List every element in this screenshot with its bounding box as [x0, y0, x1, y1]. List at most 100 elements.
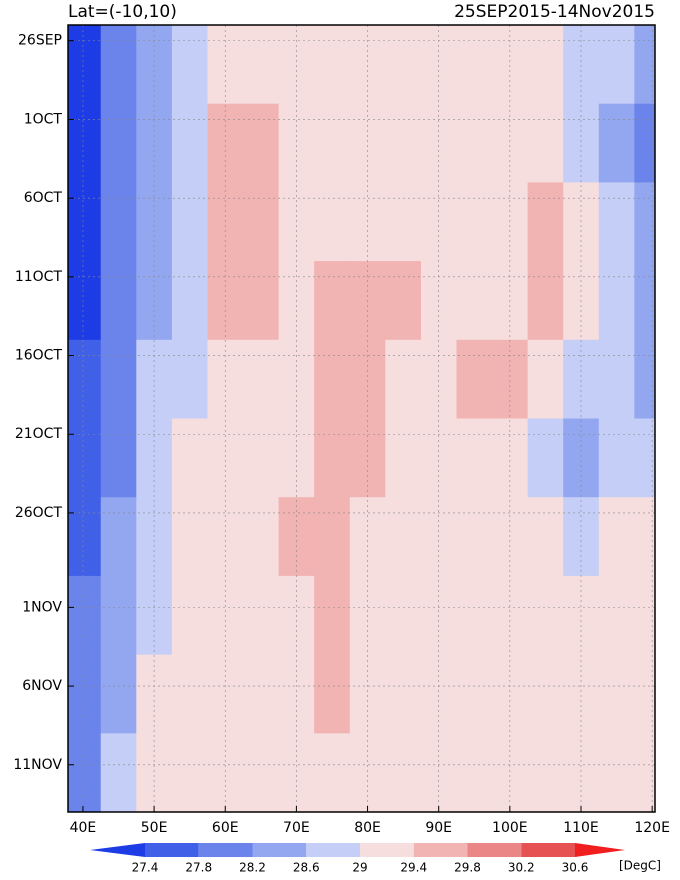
cell — [385, 25, 422, 105]
x-tick-label: 120E — [634, 820, 670, 836]
cell — [456, 497, 493, 577]
cell — [634, 339, 655, 419]
cell — [634, 654, 655, 734]
cell — [68, 339, 102, 419]
cell — [243, 261, 280, 341]
x-tick-label: 40E — [70, 820, 97, 836]
cell — [456, 575, 493, 656]
cell — [385, 418, 422, 498]
cell — [68, 418, 102, 498]
cell — [598, 261, 635, 341]
colorbar-label: 28.6 — [293, 861, 320, 875]
cell — [634, 261, 655, 341]
cell — [527, 103, 564, 183]
cell — [314, 654, 351, 734]
colorbar-segment — [575, 843, 625, 857]
colorbar-label: 30.6 — [562, 861, 589, 875]
cell — [527, 733, 564, 812]
cell — [243, 25, 280, 105]
cell — [456, 733, 493, 812]
cell — [171, 25, 208, 105]
cell — [598, 497, 635, 577]
cell — [634, 575, 655, 656]
cell — [598, 654, 635, 734]
cell — [634, 733, 655, 812]
y-tick-label: 11NOV — [13, 757, 62, 773]
colorbar-label: 29.4 — [400, 861, 427, 875]
colorbar-segment — [413, 843, 468, 857]
y-tick-label: 26OCT — [15, 505, 63, 521]
cell — [385, 339, 422, 419]
cell — [385, 654, 422, 734]
cell — [171, 654, 208, 734]
cell — [100, 261, 137, 341]
cell — [598, 733, 635, 812]
x-tick-label: 50E — [141, 820, 168, 836]
y-tick-label: 11OCT — [15, 269, 63, 285]
title-left: Lat=(-10,10) — [68, 2, 177, 22]
cell — [456, 182, 493, 262]
field — [68, 25, 655, 812]
y-tick-label: 16OCT — [15, 348, 63, 364]
cell — [100, 25, 137, 105]
cell — [527, 182, 564, 262]
cell — [314, 339, 351, 419]
cell — [634, 103, 655, 183]
colorbar-segment — [360, 843, 414, 857]
cell — [171, 733, 208, 812]
cell — [456, 418, 493, 498]
cell — [527, 575, 564, 656]
cell — [171, 182, 208, 262]
cell — [527, 261, 564, 341]
cell — [385, 575, 422, 656]
colorbar-segment — [252, 843, 307, 857]
cell — [385, 103, 422, 183]
cell — [314, 418, 351, 498]
cell — [598, 25, 635, 105]
cell — [314, 575, 351, 656]
cell — [598, 418, 635, 498]
colorbar-segment — [198, 843, 253, 857]
colorbar-segment — [306, 843, 360, 857]
cell — [171, 575, 208, 656]
cell — [171, 497, 208, 577]
cell — [68, 575, 102, 656]
cell — [456, 103, 493, 183]
y-tick-label: 26SEP — [18, 33, 62, 49]
cell — [456, 261, 493, 341]
cell — [243, 575, 280, 656]
cell — [171, 418, 208, 498]
cell — [314, 261, 351, 341]
cell — [527, 497, 564, 577]
y-tick-label: 6NOV — [22, 678, 62, 694]
cell — [100, 654, 137, 734]
cell — [598, 575, 635, 656]
cell — [243, 654, 280, 734]
cell — [456, 339, 493, 419]
cell — [68, 654, 102, 734]
cell — [100, 339, 137, 419]
cell — [243, 103, 280, 183]
x-tick-label: 60E — [212, 820, 239, 836]
cell — [243, 182, 280, 262]
cell — [68, 103, 102, 183]
cell — [68, 733, 102, 812]
x-tick-label: 110E — [563, 820, 599, 836]
colorbar-label: 27.8 — [185, 861, 212, 875]
cell — [634, 182, 655, 262]
colorbar-segment — [145, 843, 199, 857]
cell — [314, 182, 351, 262]
cell — [598, 339, 635, 419]
cell — [456, 654, 493, 734]
cell — [314, 497, 351, 577]
cell — [100, 575, 137, 656]
colorbar-segment — [521, 843, 575, 857]
y-tick-label: 1NOV — [22, 599, 62, 615]
cell — [100, 182, 137, 262]
colorbar-label: 28.2 — [239, 861, 266, 875]
cell — [634, 497, 655, 577]
colorbar-segment — [467, 843, 522, 857]
y-tick-label: 6OCT — [24, 190, 63, 206]
y-tick-label: 21OCT — [15, 426, 63, 442]
